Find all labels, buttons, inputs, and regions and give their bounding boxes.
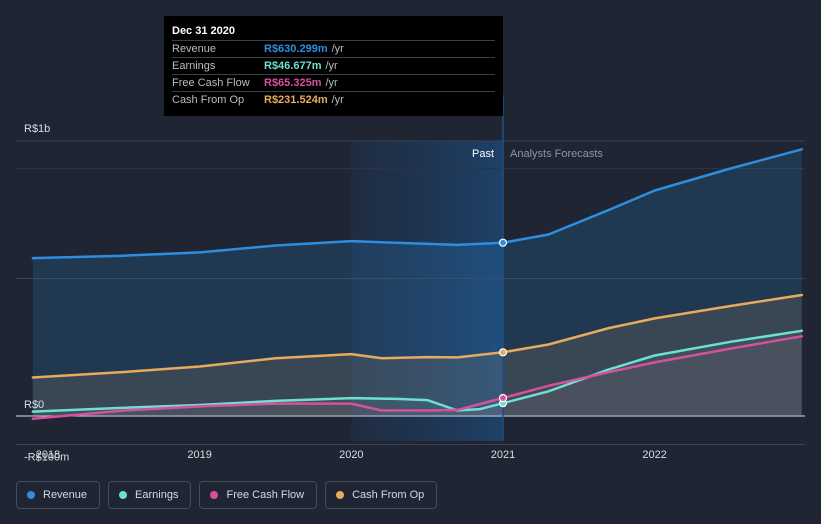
revenue-line [31, 148, 804, 260]
tooltip-label: Free Cash Flow [172, 77, 250, 89]
legend-item-free-cash-flow[interactable]: Free Cash Flow [199, 481, 318, 509]
past-region-highlight [351, 141, 503, 441]
legend-item-cash-from-op[interactable]: Cash From Op [325, 481, 438, 509]
x-tick-label: 2021 [491, 449, 515, 461]
tooltip-value: R$231.524m [264, 94, 328, 106]
forecast-label: Analysts Forecasts [510, 148, 603, 160]
past-label: Past [472, 148, 494, 160]
revenue-area [32, 149, 802, 417]
cash-from-op-marker [498, 348, 508, 357]
tooltip-unit: /yr [325, 77, 338, 89]
tooltip-unit: /yr [331, 43, 344, 55]
free-cash-flow-marker [498, 393, 508, 403]
tooltip-value: R$630.299m [264, 43, 328, 55]
free-cash-flow-line [31, 335, 804, 421]
legend-label: Revenue [43, 489, 88, 501]
tooltip-label: Earnings [172, 60, 216, 72]
y-axis-label: -R$100m [24, 452, 69, 464]
y-axis-label: R$1b [24, 123, 50, 135]
legend-item-revenue[interactable]: Revenue [16, 481, 101, 509]
chart-legend: Revenue Earnings Free Cash Flow Cash Fro… [16, 481, 445, 509]
tooltip-row-cash-from-op: Cash From Op R$231.524m /yr [172, 91, 495, 108]
tooltip-row-earnings: Earnings R$46.677m /yr [172, 57, 495, 74]
free-cash-flow-area [32, 336, 802, 419]
y-axis-label: R$0 [24, 399, 44, 411]
earnings-dot-icon [119, 491, 128, 499]
cash-from-op-area [32, 295, 802, 416]
legend-label: Free Cash Flow [226, 489, 305, 501]
tooltip-value: R$46.677m [264, 60, 322, 72]
revenue-marker [498, 238, 508, 247]
earnings-area [32, 330, 802, 416]
revenue-dot-icon [27, 491, 35, 499]
x-tick-label: 2018 [36, 449, 60, 461]
tooltip-label: Cash From Op [172, 94, 245, 106]
free-cash-flow-dot-icon [210, 491, 219, 499]
tooltip-unit: /yr [325, 60, 338, 72]
tooltip-value: R$65.325m [264, 77, 322, 89]
tooltip-label: Revenue [172, 43, 217, 55]
tooltip-unit: /yr [331, 94, 344, 106]
tooltip-date: Dec 31 2020 [172, 25, 235, 37]
tooltip-row-revenue: Revenue R$630.299m /yr [172, 40, 495, 57]
tooltip-row-free-cash-flow: Free Cash Flow R$65.325m /yr [172, 74, 495, 91]
cash-from-op-line [31, 293, 804, 379]
legend-label: Earnings [135, 489, 179, 501]
cash-from-op-dot-icon [336, 491, 345, 499]
x-tick-label: 2022 [642, 449, 666, 461]
legend-item-earnings[interactable]: Earnings [108, 481, 192, 509]
x-tick-label: 2020 [339, 449, 363, 461]
legend-label: Cash From Op [352, 489, 425, 501]
chart-tooltip: Dec 31 2020 Revenue R$630.299m /yr Earni… [164, 16, 503, 116]
x-tick-label: 2019 [187, 449, 211, 461]
